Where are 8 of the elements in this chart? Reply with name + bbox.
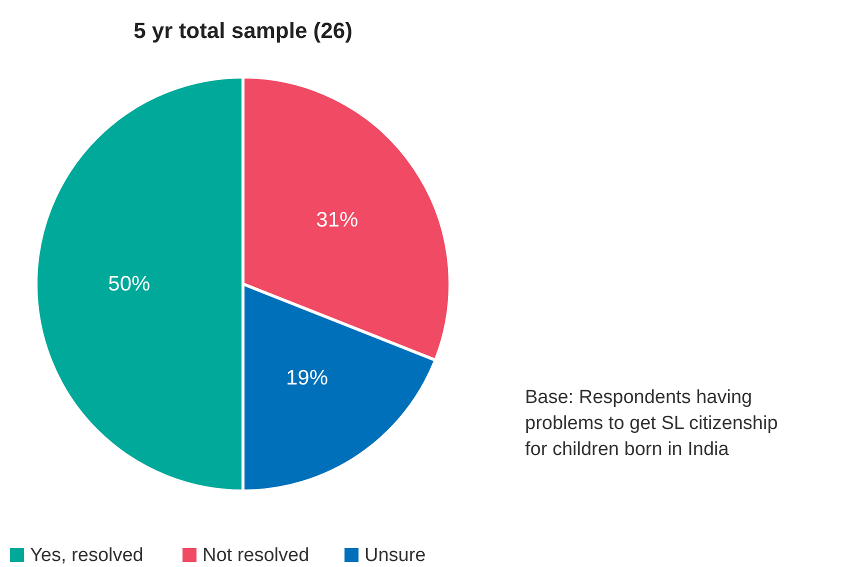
legend-label: Unsure bbox=[364, 545, 426, 566]
legend-label: Not resolved bbox=[202, 545, 310, 566]
data-label: 50% bbox=[108, 272, 150, 296]
text: Base: Respondents having problems to get SL citizenship for children born in India bbox=[525, 387, 778, 460]
legend-label: Yes, resolved bbox=[30, 545, 144, 566]
data-label: 19% bbox=[286, 366, 328, 390]
chart-title: 5 yr total sample (26) bbox=[134, 18, 352, 43]
data-label: 31% bbox=[316, 208, 358, 232]
